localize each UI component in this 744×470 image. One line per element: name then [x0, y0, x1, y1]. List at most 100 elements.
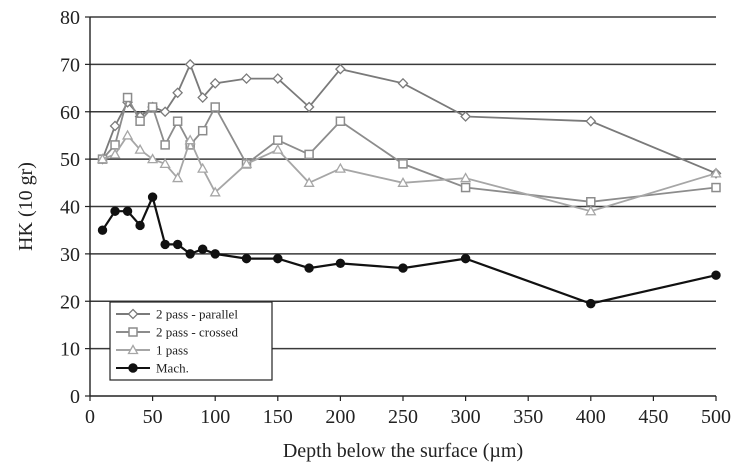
y-tick-label: 0 [70, 386, 80, 408]
data-point [334, 162, 347, 173]
x-tick-label: 500 [701, 406, 731, 428]
x-tick-label: 300 [451, 406, 481, 428]
series-line [101, 193, 717, 305]
data-point [585, 205, 597, 216]
data-point [197, 92, 209, 103]
legend-swatch-marker [127, 344, 139, 355]
data-point [398, 263, 408, 273]
data-point [197, 244, 208, 254]
data-point [303, 176, 315, 187]
data-point [459, 172, 472, 183]
data-point [303, 101, 315, 113]
data-point [109, 148, 121, 159]
data-point [110, 140, 120, 150]
data-point [146, 153, 159, 164]
data-point [335, 116, 346, 126]
data-point [159, 158, 171, 169]
x-tick-label: 250 [388, 406, 418, 428]
data-point [210, 249, 220, 259]
series-3 [97, 192, 721, 309]
x-tick-label: 100 [200, 406, 230, 428]
series-line [102, 133, 717, 213]
data-point [397, 77, 409, 89]
data-point [585, 115, 597, 127]
data-point [586, 197, 596, 207]
data-point [147, 102, 158, 112]
x-tick-label: 200 [325, 406, 355, 428]
data-point [398, 159, 408, 169]
data-point [210, 102, 220, 112]
data-point [334, 63, 346, 75]
x-tick-label: 0 [85, 406, 95, 428]
data-point [97, 225, 108, 235]
y-tick-label: 20 [60, 291, 80, 313]
data-point [122, 206, 133, 216]
data-point [184, 134, 196, 145]
data-point [185, 249, 195, 259]
legend-label: 2 pass - parallel [156, 307, 238, 322]
data-point [110, 206, 120, 216]
data-point [135, 220, 145, 231]
y-axis-ticks: 0 10 20 30 40 50 60 70 80 [60, 7, 90, 408]
y-tick-label: 70 [60, 54, 80, 76]
legend-label: Mach. [156, 361, 189, 376]
data-point [209, 186, 221, 197]
data-point [197, 125, 208, 136]
data-point [586, 298, 596, 309]
y-tick-label: 10 [60, 339, 80, 361]
data-point [240, 158, 253, 169]
x-tick-label: 50 [143, 406, 163, 428]
series-1 [97, 92, 721, 207]
data-point [159, 106, 171, 118]
data-point [160, 239, 170, 250]
data-point [460, 182, 471, 193]
data-point [121, 129, 134, 140]
legend-swatch-marker [127, 308, 139, 320]
y-tick-label: 50 [60, 149, 80, 171]
legend: 2 pass - parallel 2 pass - crossed 1 pass M… [109, 301, 273, 381]
data-point [711, 270, 721, 280]
data-point [134, 143, 146, 154]
data-point [460, 253, 471, 264]
data-point [197, 162, 209, 173]
data-point [241, 253, 252, 264]
y-tick-label: 30 [60, 244, 80, 266]
data-point [172, 116, 183, 126]
legend-swatch-marker [128, 363, 138, 373]
data-point [273, 135, 283, 145]
data-point [397, 176, 409, 187]
series-line [101, 62, 717, 175]
data-point [241, 73, 252, 85]
x-axis-title: Depth below the surface (µm) [283, 440, 523, 462]
data-point [135, 116, 145, 126]
data-point [147, 192, 158, 202]
x-axis-ticks: 0 50 100 150 200 250 300 350 400 450 500 [85, 396, 731, 428]
data-point [172, 239, 183, 250]
data-point [96, 153, 109, 164]
data-point [335, 258, 346, 269]
data-point [172, 172, 184, 183]
data-point [184, 58, 196, 70]
y-axis-title: HK (10 gr) [15, 162, 37, 251]
legend-label: 1 pass [156, 343, 188, 358]
data-point [172, 87, 184, 99]
series-0 [97, 58, 722, 179]
x-tick-label: 450 [638, 406, 668, 428]
data-point [122, 92, 133, 103]
data-point [209, 77, 221, 89]
data-series [96, 58, 722, 309]
data-point [460, 111, 472, 122]
series-2 [96, 129, 722, 216]
y-tick-label: 80 [60, 7, 80, 29]
data-point [273, 253, 283, 264]
legend-label: 2 pass - crossed [156, 325, 238, 340]
data-point [304, 263, 314, 273]
data-point [109, 120, 121, 132]
data-point [272, 143, 284, 154]
legend-swatch-marker [128, 327, 138, 337]
data-point [160, 140, 170, 150]
x-tick-label: 400 [576, 406, 606, 428]
x-tick-label: 350 [513, 406, 543, 428]
data-point [304, 149, 314, 160]
